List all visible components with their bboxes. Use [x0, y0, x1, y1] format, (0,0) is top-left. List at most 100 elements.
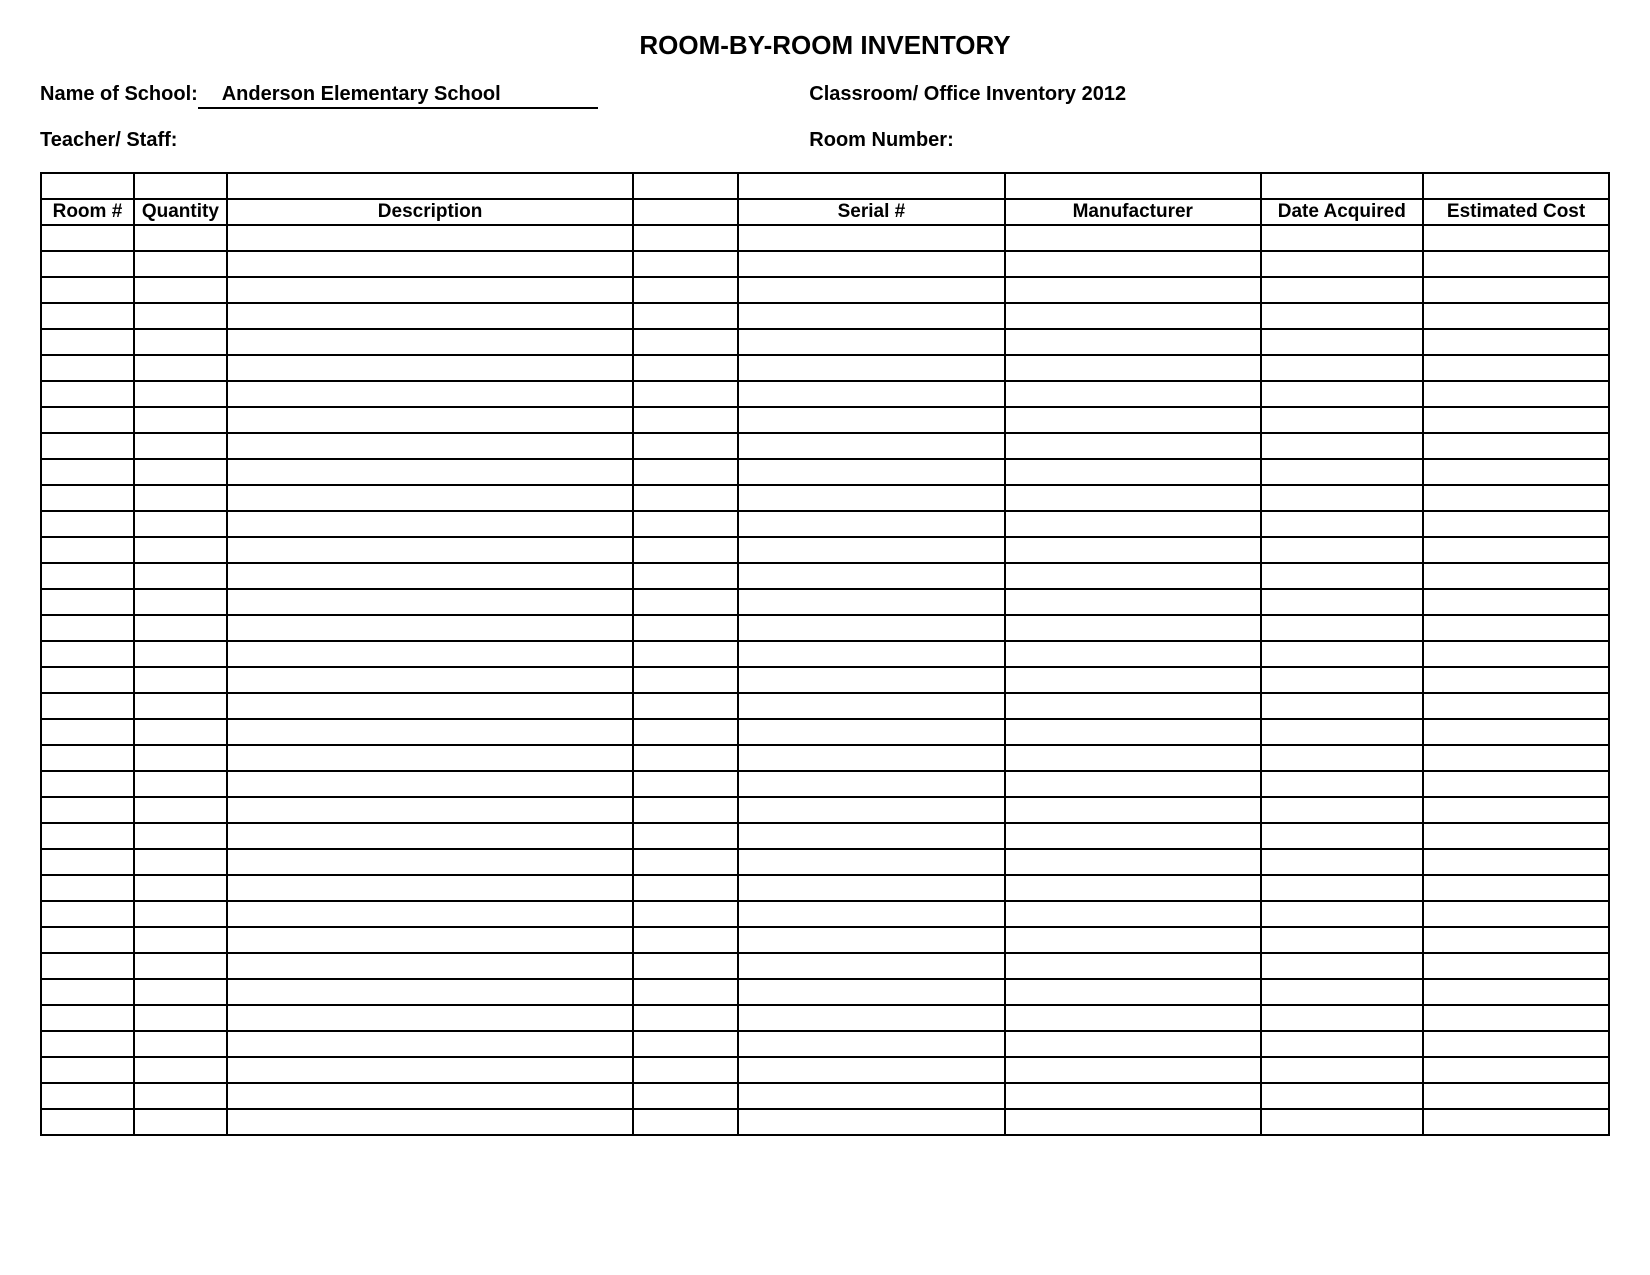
table-cell [1005, 537, 1261, 563]
table-cell [41, 1109, 134, 1135]
table-cell [41, 953, 134, 979]
table-cell [1005, 771, 1261, 797]
table-cell [633, 485, 738, 511]
table-cell [134, 823, 227, 849]
table-cell [134, 1083, 227, 1109]
table-cell [227, 329, 634, 355]
table-cell [1423, 381, 1609, 407]
table-cell [633, 693, 738, 719]
table-cell [134, 745, 227, 771]
table-cell [1423, 745, 1609, 771]
table-cell [1423, 511, 1609, 537]
table-cell [1261, 979, 1424, 1005]
table-cell [41, 823, 134, 849]
table-cell [1423, 667, 1609, 693]
table-cell [227, 563, 634, 589]
table-cell [41, 719, 134, 745]
table-cell [134, 225, 227, 251]
table-cell [1423, 797, 1609, 823]
table-cell [41, 641, 134, 667]
table-cell [1005, 589, 1261, 615]
table-cell [227, 849, 634, 875]
table-cell [633, 823, 738, 849]
table-cell [41, 927, 134, 953]
table-cell [1261, 1057, 1424, 1083]
table-cell [227, 693, 634, 719]
table-cell [633, 1083, 738, 1109]
table-cell [134, 511, 227, 537]
table-cell [738, 927, 1005, 953]
table-cell [134, 329, 227, 355]
table-cell [1423, 485, 1609, 511]
table-cell [1423, 277, 1609, 303]
table-cell [633, 1057, 738, 1083]
table-cell [41, 355, 134, 381]
table-cell [633, 745, 738, 771]
table-cell [134, 381, 227, 407]
table-cell [633, 667, 738, 693]
table-cell [1005, 1005, 1261, 1031]
table-cell [134, 979, 227, 1005]
teacher-label: Teacher/ Staff: [40, 129, 177, 151]
table-cell [227, 901, 634, 927]
table-cell [134, 303, 227, 329]
table-cell [134, 849, 227, 875]
table-cell [633, 173, 738, 199]
column-header [633, 199, 738, 225]
table-cell [633, 615, 738, 641]
table-cell [738, 719, 1005, 745]
table-cell [227, 1083, 634, 1109]
table-cell [134, 563, 227, 589]
table-cell [1423, 563, 1609, 589]
table-cell [1005, 1031, 1261, 1057]
table-cell [1261, 563, 1424, 589]
table-row [41, 459, 1609, 485]
table-cell [227, 381, 634, 407]
table-cell [134, 719, 227, 745]
table-cell [134, 355, 227, 381]
table-cell [738, 329, 1005, 355]
table-cell [41, 511, 134, 537]
table-cell [738, 1109, 1005, 1135]
school-value: Anderson Elementary School [198, 83, 598, 109]
table-cell [227, 1057, 634, 1083]
table-cell [134, 407, 227, 433]
table-cell [1261, 329, 1424, 355]
table-cell [1261, 745, 1424, 771]
table-cell [41, 537, 134, 563]
table-cell [1261, 953, 1424, 979]
table-cell [738, 823, 1005, 849]
table-cell [633, 927, 738, 953]
table-cell [134, 615, 227, 641]
table-cell [1005, 953, 1261, 979]
table-cell [1423, 355, 1609, 381]
table-cell [227, 771, 634, 797]
table-row [41, 329, 1609, 355]
table-cell [633, 563, 738, 589]
table-cell [633, 719, 738, 745]
table-cell [1423, 1057, 1609, 1083]
table-cell [1423, 641, 1609, 667]
table-cell [1261, 693, 1424, 719]
table-cell [41, 329, 134, 355]
table-cell [41, 745, 134, 771]
table-cell [41, 589, 134, 615]
table-cell [227, 589, 634, 615]
header-row-1: Name of School: Anderson Elementary Scho… [40, 83, 1610, 109]
table-cell [1423, 1031, 1609, 1057]
table-cell [227, 641, 634, 667]
table-cell [227, 875, 634, 901]
table-row [41, 693, 1609, 719]
table-cell [227, 173, 634, 199]
table-cell [41, 433, 134, 459]
table-row [41, 1005, 1609, 1031]
table-cell [227, 1005, 634, 1031]
table-row [41, 797, 1609, 823]
table-cell [1005, 1057, 1261, 1083]
table-cell [1261, 875, 1424, 901]
table-cell [41, 901, 134, 927]
table-cell [134, 537, 227, 563]
table-cell [227, 667, 634, 693]
table-row [41, 355, 1609, 381]
table-cell [227, 979, 634, 1005]
